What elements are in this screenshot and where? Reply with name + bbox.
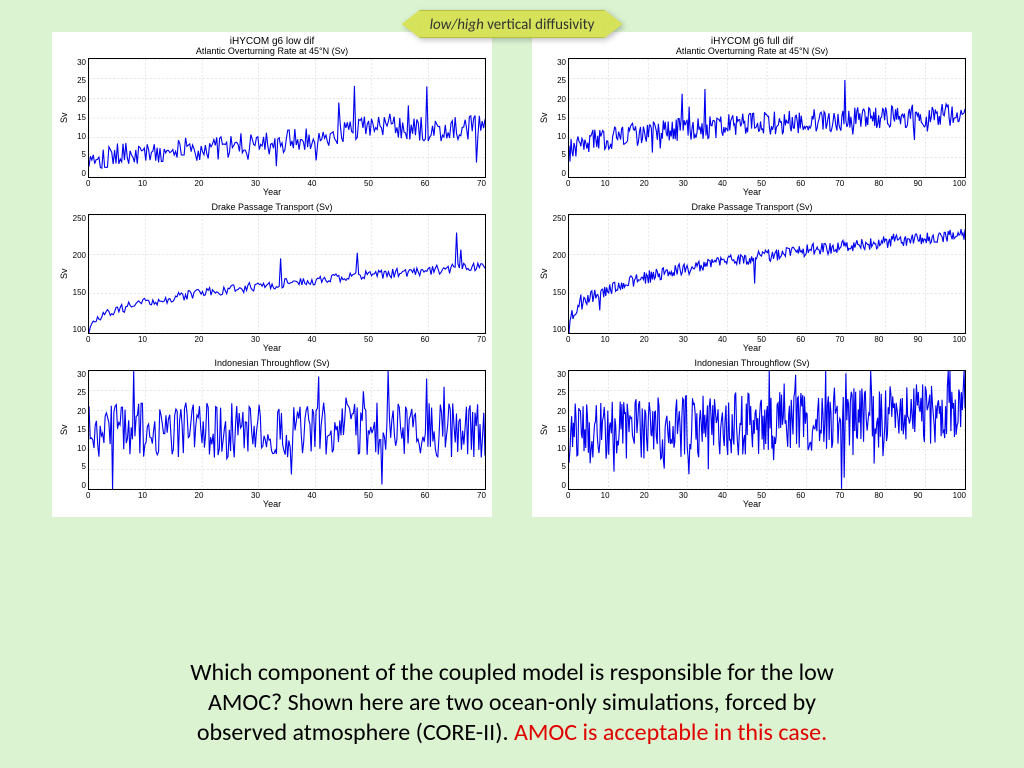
x-axis-label: Year: [58, 500, 486, 509]
x-axis-label: Year: [58, 188, 486, 197]
y-ticks: 302520151050: [550, 58, 568, 178]
banner-text: low/high vertical diffusivity: [420, 10, 605, 38]
banner-arrow-right: [604, 10, 622, 38]
x-ticks: 0102030405060708090100: [566, 179, 966, 188]
plot-wrap: Sv302520151050: [538, 58, 966, 178]
plot-area: [88, 58, 486, 178]
caption-line1: Which component of the coupled model is …: [190, 658, 834, 687]
chart-panel: iHYCOM g6 full difAtlantic Overturning R…: [538, 36, 966, 197]
y-ticks: 250200150100: [70, 214, 88, 334]
caption-line2: AMOC? Shown here are two ocean-only simu…: [208, 688, 816, 717]
charts-container: iHYCOM g6 low difAtlantic Overturning Ra…: [0, 32, 1024, 517]
plot-area: [568, 58, 966, 178]
x-ticks: 010203040506070: [86, 179, 486, 188]
chart-panel: Indonesian Throughflow (Sv)Sv30252015105…: [58, 359, 486, 509]
y-axis-label: Sv: [58, 58, 70, 178]
chart-panel: Drake Passage Transport (Sv)Sv2502001501…: [58, 203, 486, 353]
x-ticks: 0102030405060708090100: [566, 335, 966, 344]
plot-wrap: Sv302520151050: [58, 58, 486, 178]
plot-area: [568, 370, 966, 490]
plot-wrap: Sv302520151050: [58, 370, 486, 490]
y-ticks: 302520151050: [70, 370, 88, 490]
chart-column-left: iHYCOM g6 low difAtlantic Overturning Ra…: [52, 32, 492, 517]
y-axis-label: Sv: [58, 370, 70, 490]
caption-line3a: observed atmosphere (CORE-II).: [197, 718, 514, 747]
y-ticks: 302520151050: [550, 370, 568, 490]
plot-area: [88, 214, 486, 334]
panel-title: Atlantic Overturning Rate at 45°N (Sv): [58, 47, 486, 57]
banner-arrow-left: [402, 10, 420, 38]
chart-panel: iHYCOM g6 low difAtlantic Overturning Ra…: [58, 36, 486, 197]
x-axis-label: Year: [58, 344, 486, 353]
y-axis-label: Sv: [538, 58, 550, 178]
panel-title: Indonesian Throughflow (Sv): [538, 359, 966, 369]
y-axis-label: Sv: [538, 214, 550, 334]
panel-title: Indonesian Throughflow (Sv): [58, 359, 486, 369]
y-axis-label: Sv: [538, 370, 550, 490]
plot-wrap: Sv302520151050: [538, 370, 966, 490]
panel-title: Drake Passage Transport (Sv): [58, 203, 486, 213]
panel-title: Drake Passage Transport (Sv): [538, 203, 966, 213]
y-axis-label: Sv: [58, 214, 70, 334]
x-ticks: 0102030405060708090100: [566, 491, 966, 500]
panel-title: Atlantic Overturning Rate at 45°N (Sv): [538, 47, 966, 57]
y-ticks: 250200150100: [550, 214, 568, 334]
x-axis-label: Year: [538, 188, 966, 197]
plot-area: [568, 214, 966, 334]
banner-arrow: low/high vertical diffusivity: [402, 10, 623, 38]
y-ticks: 302520151050: [70, 58, 88, 178]
plot-wrap: Sv250200150100: [538, 214, 966, 334]
plot-wrap: Sv250200150100: [58, 214, 486, 334]
caption: Which component of the coupled model is …: [30, 658, 994, 748]
x-axis-label: Year: [538, 500, 966, 509]
x-ticks: 010203040506070: [86, 335, 486, 344]
caption-line3-red: AMOC is acceptable in this case.: [514, 718, 827, 747]
chart-panel: Indonesian Throughflow (Sv)Sv30252015105…: [538, 359, 966, 509]
chart-column-right: iHYCOM g6 full difAtlantic Overturning R…: [532, 32, 972, 517]
x-axis-label: Year: [538, 344, 966, 353]
x-ticks: 010203040506070: [86, 491, 486, 500]
chart-panel: Drake Passage Transport (Sv)Sv2502001501…: [538, 203, 966, 353]
plot-area: [88, 370, 486, 490]
